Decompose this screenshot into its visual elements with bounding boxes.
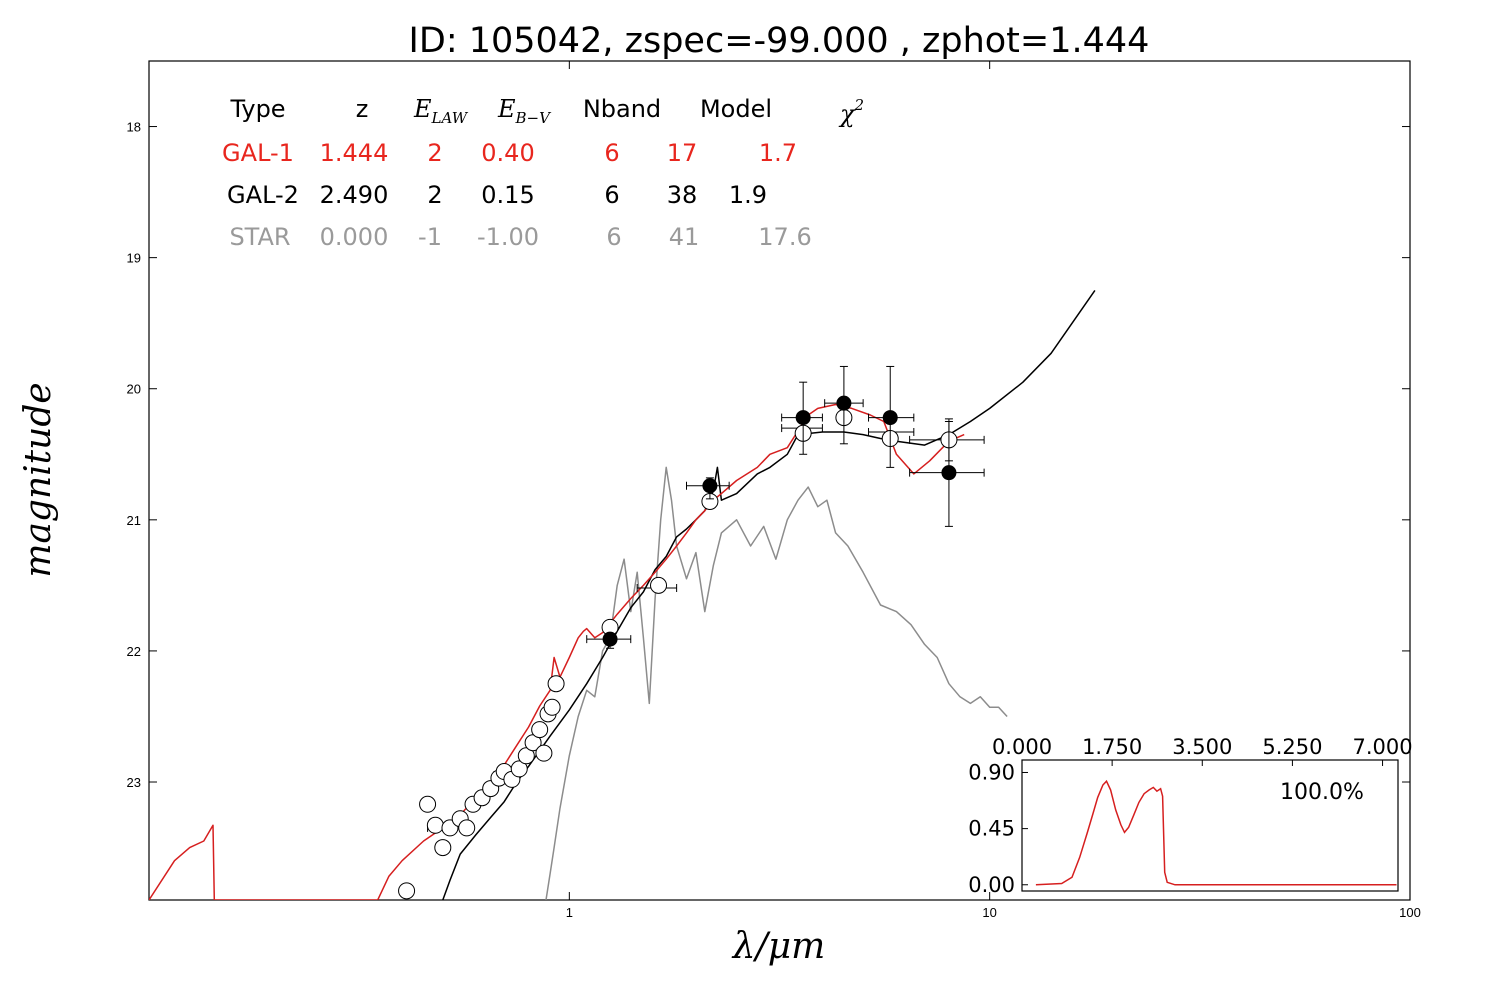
inset-x-tick-label: 1.750	[1082, 735, 1142, 759]
table-cell-star: -1	[418, 223, 442, 251]
inset-x-ticks: 0.000 1.750 3.500 5.250 7.000	[992, 735, 1413, 766]
x-axis-label: λ/μm	[731, 926, 825, 967]
x-axis-ticks: 1 10 100	[566, 61, 1421, 920]
observed-magnitude-point	[602, 631, 618, 647]
inset-percentage: 100.0%	[1280, 780, 1364, 805]
series-line-gal-1	[149, 403, 965, 900]
model-curves	[149, 289, 1096, 900]
x-tick-label: 100	[1399, 905, 1421, 920]
model-magnitude-point	[535, 744, 553, 762]
table-header-z: z	[356, 95, 369, 123]
table-cell-star: 0.000	[320, 223, 389, 251]
table-cell-gal-1: 17	[667, 139, 698, 167]
table-cell-gal-1: 0.40	[481, 139, 534, 167]
table-cell-gal-1: 1.7	[759, 139, 797, 167]
inset-pdf-line	[1035, 779, 1397, 886]
table-header-nband: Nband	[583, 95, 661, 123]
table-cell-gal-2: GAL-2	[227, 181, 299, 209]
model-magnitude-point	[426, 816, 444, 834]
table-cell-star: 17.6	[758, 223, 811, 251]
series-line-gal-2	[442, 289, 1096, 900]
x-tick-label: 10	[982, 905, 996, 920]
y-tick-label: 19	[127, 251, 141, 266]
table-header-type: Type	[229, 95, 285, 123]
observed-magnitude-point	[795, 410, 811, 426]
photometry-points	[398, 365, 985, 900]
fit-results-table: Type z ELAW EB−V Nband Model χ2 GAL-1 1.4…	[222, 95, 864, 251]
inset-x-tick-label: 0.000	[992, 735, 1052, 759]
table-header-chi2: χ2	[838, 96, 864, 128]
table-header-elaw: ELAW	[413, 95, 469, 127]
y-tick-label: 21	[127, 513, 141, 528]
inset-y-ticks: 0.00 0.45 0.90	[968, 760, 1028, 897]
table-cell-gal-2: 0.15	[481, 181, 534, 209]
model-magnitude-point	[547, 675, 565, 693]
y-tick-label: 23	[127, 775, 141, 790]
model-magnitude-point	[510, 760, 528, 778]
model-magnitude-point	[434, 839, 452, 857]
model-magnitude-point	[458, 819, 476, 837]
series-line-star	[545, 466, 1008, 900]
table-cell-gal-2: 6	[604, 181, 619, 209]
inset-x-tick-label: 3.500	[1172, 735, 1232, 759]
table-cell-star: -1.00	[477, 223, 539, 251]
model-magnitude-point	[543, 698, 561, 716]
inset-y-tick-label: 0.45	[968, 817, 1015, 841]
y-tick-label: 20	[127, 382, 141, 397]
table-cell-star: STAR	[229, 223, 290, 251]
model-magnitude-point	[531, 721, 549, 739]
table-cell-star: 6	[606, 223, 621, 251]
inset-x-tick-label: 5.250	[1262, 735, 1322, 759]
table-cell-gal-2: 1.9	[729, 181, 767, 209]
table-cell-gal-1: 1.444	[320, 139, 389, 167]
y-axis-label: magnitude	[18, 382, 59, 577]
y-tick-label: 18	[127, 120, 141, 135]
table-cell-star: 41	[669, 223, 700, 251]
model-magnitude-point	[398, 882, 416, 900]
inset-y-tick-label: 0.00	[968, 873, 1015, 897]
table-cell-gal-2: 38	[667, 181, 698, 209]
model-magnitude-point	[517, 747, 535, 765]
table-cell-gal-2: 2.490	[320, 181, 389, 209]
model-magnitude-point	[419, 795, 437, 813]
chart-title: ID: 105042, zspec=-99.000 , zphot=1.444	[409, 21, 1150, 61]
inset-y-tick-label: 0.90	[968, 760, 1015, 784]
inset-pdf-curve	[1035, 779, 1397, 886]
table-cell-gal-2: 2	[427, 181, 442, 209]
observed-magnitude-point	[941, 465, 957, 481]
model-magnitude-point	[650, 576, 668, 594]
inset-pdf-plot: 0.000 1.750 3.500 5.250 7.000 0.00 0.45 0.90 1…	[968, 735, 1412, 897]
y-tick-label: 22	[127, 644, 141, 659]
inset-x-tick-label: 7.000	[1352, 735, 1412, 759]
inset-frame	[1021, 759, 1399, 892]
table-header-ebv: EB−V	[497, 95, 552, 127]
observed-magnitude-point	[836, 395, 852, 411]
plot-frame	[148, 60, 1411, 901]
observed-magnitude-point	[882, 410, 898, 426]
table-rows: GAL-1 1.444 2 0.40 6 17 1.7 GAL-2 2.490 2 0.15 6 38 1…	[222, 139, 812, 251]
table-cell-gal-1: GAL-1	[222, 139, 294, 167]
table-cell-gal-1: 6	[604, 139, 619, 167]
table-header-model: Model	[700, 95, 772, 123]
x-tick-label: 1	[566, 905, 573, 920]
table-cell-gal-1: 2	[427, 139, 442, 167]
observed-magnitude-point	[702, 478, 718, 494]
